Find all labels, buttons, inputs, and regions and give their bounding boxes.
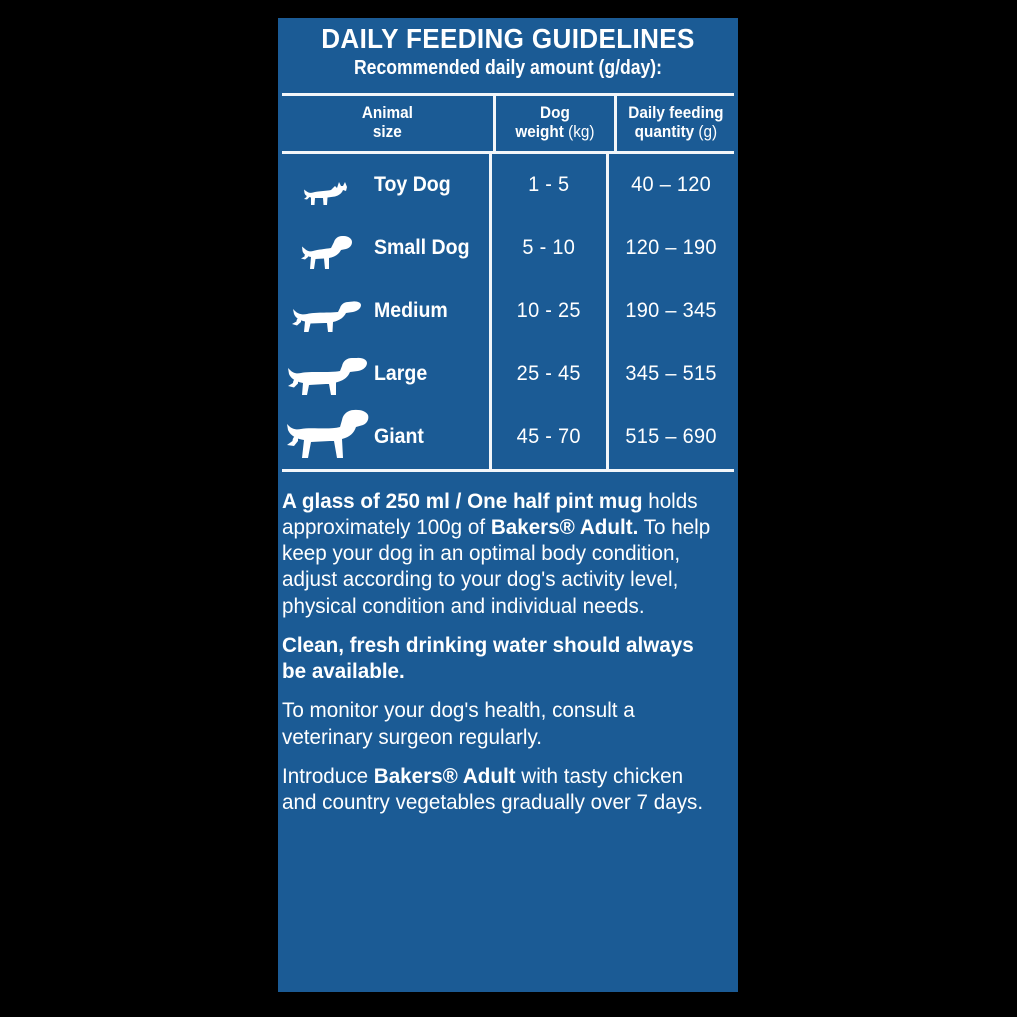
col1-line2: size xyxy=(373,122,402,142)
row-animal-size-cell: Medium xyxy=(282,280,489,343)
table-row: Small Dog 5 - 10 120 – 190 xyxy=(282,216,734,280)
row-animal-size-cell: Small Dog xyxy=(282,217,489,280)
row-size-label: Small Dog xyxy=(374,236,470,260)
row-size-label: Toy Dog xyxy=(374,173,451,197)
p4-bold-a: Bakers® Adult xyxy=(373,763,516,788)
page-title: DAILY FEEDING GUIDELINES xyxy=(321,23,695,54)
feeding-table: Animal size Dog weight (kg) Daily feedin… xyxy=(282,93,734,472)
p1-bold-b: Bakers® Adult. xyxy=(490,514,639,539)
giant-dog-icon xyxy=(282,406,374,469)
row-weight-cell: 25 - 45 xyxy=(489,342,606,406)
table-row: Toy Dog 1 - 5 40 – 120 xyxy=(282,153,734,217)
small-dog-icon xyxy=(282,217,374,280)
toy-dog-icon xyxy=(282,154,374,217)
paragraph-vet: To monitor your dog's health, consult a … xyxy=(282,698,635,749)
col3-line2: quantity xyxy=(634,122,699,142)
paragraph-introduce: Introduce Bakers® Adult with tasty chick… xyxy=(282,763,716,815)
row-quantity-cell: 40 – 120 xyxy=(606,153,734,217)
large-dog-icon xyxy=(282,343,374,406)
p4-reg-a: Introduce xyxy=(282,763,374,788)
table-header-row: Animal size Dog weight (kg) Daily feedin… xyxy=(282,96,734,154)
row-quantity-cell: 345 – 515 xyxy=(606,342,734,406)
page-subtitle: Recommended daily amount (g/day): xyxy=(353,57,663,80)
feeding-guidelines-panel: DAILY FEEDING GUIDELINES Recommended dai… xyxy=(278,18,738,992)
row-size-label: Medium xyxy=(374,299,448,323)
paragraph-glass-measure: A glass of 250 ml / One half pint mug ho… xyxy=(282,488,716,619)
column-header-animal-size: Animal size xyxy=(282,96,493,150)
col1-line1: Animal xyxy=(361,103,414,123)
row-animal-size-cell: Large xyxy=(282,343,489,406)
table-row: Large 25 - 45 345 – 515 xyxy=(282,342,734,406)
row-weight-cell: 5 - 10 xyxy=(489,216,606,280)
feeding-instructions: A glass of 250 ml / One half pint mug ho… xyxy=(282,488,734,815)
column-header-dog-weight: Dog weight (kg) xyxy=(493,96,614,151)
row-quantity-cell: 515 – 690 xyxy=(606,405,734,469)
row-animal-size-cell: Toy Dog xyxy=(282,154,489,217)
col2-line1: Dog xyxy=(540,103,570,123)
row-weight-cell: 10 - 25 xyxy=(489,279,606,343)
row-size-label: Large xyxy=(374,362,428,386)
p1-reg-b: To help keep your dog in an optimal body… xyxy=(282,514,711,618)
row-weight-cell: 1 - 5 xyxy=(489,153,606,217)
col3-line1: Daily feeding xyxy=(627,103,724,123)
row-weight-cell: 45 - 70 xyxy=(489,405,606,469)
col3-unit: (g) xyxy=(698,122,717,142)
table-row: Giant 45 - 70 515 – 690 xyxy=(282,405,734,469)
paragraph-water: Clean, fresh drinking water should alway… xyxy=(282,632,694,684)
col2-line2: weight xyxy=(515,122,569,142)
p1-reg-a: holds approximately 100g of xyxy=(282,488,698,539)
table-row: Medium 10 - 25 190 – 345 xyxy=(282,279,734,343)
row-quantity-cell: 120 – 190 xyxy=(606,216,734,280)
row-animal-size-cell: Giant xyxy=(282,406,489,469)
column-header-daily-quantity: Daily feeding quantity (g) xyxy=(614,96,734,151)
p1-bold-a: A glass of 250 ml / One half pint mug xyxy=(282,488,643,513)
p4-reg-b: with tasty chicken and country vegetable… xyxy=(282,763,704,814)
row-size-label: Giant xyxy=(374,425,424,449)
col2-unit: (kg) xyxy=(568,122,595,142)
medium-dog-icon xyxy=(282,280,374,343)
row-quantity-cell: 190 – 345 xyxy=(606,279,734,343)
